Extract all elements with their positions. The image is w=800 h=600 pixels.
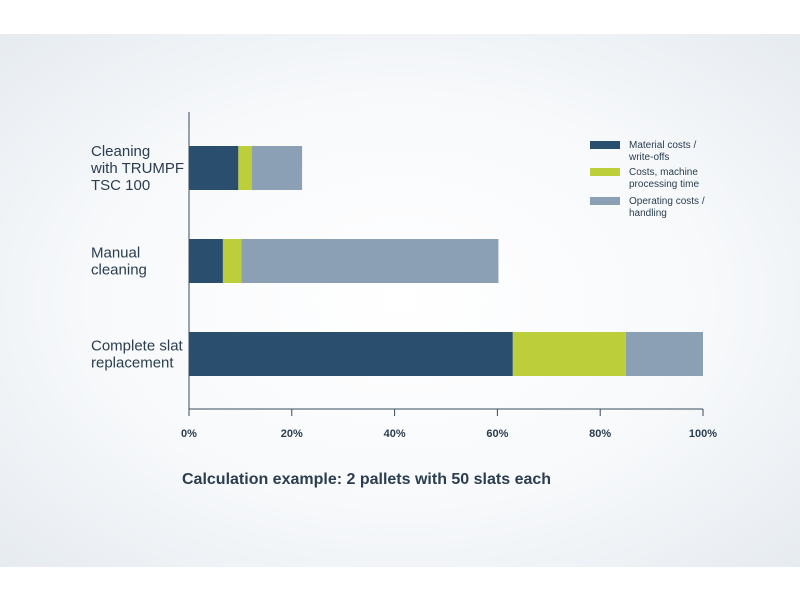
- category-label-0-0: Cleaning: [91, 143, 150, 160]
- legend-label-1-1: processing time: [629, 179, 699, 190]
- x-tick-label-5: 100%: [689, 428, 717, 440]
- legend-label-2-0: Operating costs /: [629, 196, 705, 207]
- bar-segment-1-1: [222, 239, 242, 283]
- category-label-1-1: cleaning: [91, 262, 147, 279]
- bars-group: [189, 146, 703, 376]
- bar-segment-2-0: [189, 332, 513, 376]
- bar-segment-1-0: [189, 239, 223, 283]
- legend-label-2-1: handling: [629, 208, 667, 219]
- category-label-2-1: replacement: [91, 355, 174, 372]
- category-label-1-0: Manual: [91, 245, 140, 262]
- chart-background: [0, 34, 800, 567]
- x-tick-label-0: 0%: [181, 428, 197, 440]
- bar-segment-2-2: [625, 332, 703, 376]
- legend-swatch-0: [590, 141, 620, 149]
- legend-label-0-0: Material costs /: [629, 140, 696, 151]
- bar-segment-0-2: [251, 146, 303, 190]
- legend-label-0-1: write-offs: [628, 152, 669, 163]
- bar-segment-0-0: [189, 146, 239, 190]
- chart-caption: Calculation example: 2 pallets with 50 s…: [182, 471, 551, 488]
- x-tick-label-1: 20%: [281, 428, 303, 440]
- bar-segment-1-2: [241, 239, 499, 283]
- x-axis: 0% 20% 40% 60% 80% 100%: [181, 112, 717, 440]
- legend: Material costs /write-offs Costs, machine…: [590, 140, 705, 219]
- x-tick-label-3: 60%: [486, 428, 508, 440]
- legend-swatch-1: [590, 168, 620, 176]
- category-label-2-0: Complete slat: [91, 338, 184, 355]
- category-label-0-2: TSC 100: [91, 177, 150, 194]
- x-tick-label-4: 80%: [589, 428, 611, 440]
- legend-swatch-2: [590, 197, 620, 205]
- legend-label-1-0: Costs, machine: [629, 167, 698, 178]
- bar-segment-0-1: [238, 146, 252, 190]
- x-tick-label-2: 40%: [384, 428, 406, 440]
- category-label-0-1: with TRUMPF: [90, 160, 184, 177]
- bar-segment-2-1: [512, 332, 626, 376]
